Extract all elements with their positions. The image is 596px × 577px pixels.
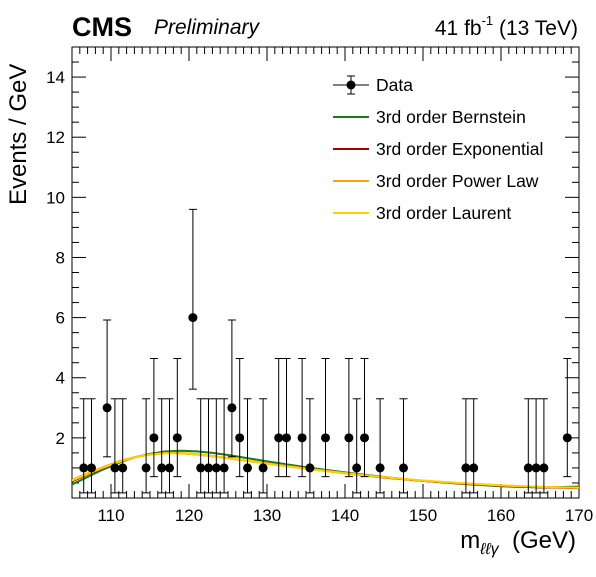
experiment-label: CMS <box>72 12 132 42</box>
fit-curve-4 <box>72 452 579 489</box>
data-point <box>204 463 213 473</box>
data-point <box>211 463 221 473</box>
data-point <box>165 463 174 473</box>
x-axis-label-unit: (GeV) <box>511 527 576 554</box>
status-label: Preliminary <box>154 16 260 39</box>
x-tick-label: 130 <box>253 506 281 525</box>
data-point <box>344 433 354 443</box>
x-axis-label: mℓℓγ (GeV) <box>460 527 576 558</box>
legend-bernstein-label: 3rd order Bernstein <box>376 107 526 127</box>
lumi-exponent: -1 <box>481 13 494 28</box>
y-tick-label: 14 <box>46 68 65 87</box>
data-point <box>469 463 479 473</box>
data-point <box>110 463 120 473</box>
data-point <box>227 403 237 413</box>
y-tick-label: 12 <box>46 128 65 147</box>
data-point <box>219 463 229 473</box>
data-point <box>102 403 112 413</box>
data-point <box>360 433 369 443</box>
energy-value: (13 TeV) <box>499 17 578 40</box>
legend-data-label: Data <box>376 75 413 95</box>
data-point <box>461 463 471 473</box>
x-tick-label: 160 <box>487 506 515 525</box>
data-point <box>243 463 252 473</box>
y-tick-label: 6 <box>56 309 65 328</box>
data-point <box>375 463 385 473</box>
data-point <box>196 463 206 473</box>
data-point <box>562 433 572 443</box>
legend-powerlaw-label: 3rd order Power Law <box>376 171 539 191</box>
y-tick-label: 10 <box>46 188 65 207</box>
x-tick-label: 170 <box>565 506 593 525</box>
legend-data-marker <box>346 80 356 90</box>
data-point <box>258 463 268 473</box>
data-point <box>188 313 198 323</box>
data-point <box>235 433 245 443</box>
data-point <box>523 463 533 473</box>
data-point <box>274 433 284 443</box>
data-point <box>282 433 291 443</box>
data-point <box>531 463 541 473</box>
data-point <box>352 463 362 473</box>
data-point <box>297 433 307 443</box>
data-point <box>539 463 549 473</box>
data-point <box>79 463 89 473</box>
x-tick-label: 110 <box>97 506 124 525</box>
y-tick-label: 8 <box>56 248 65 267</box>
x-tick-label: 120 <box>175 506 203 525</box>
x-axis-label-subscript: ℓℓγ <box>480 541 499 558</box>
y-tick-label: 2 <box>56 429 65 448</box>
y-tick-label: 4 <box>56 369 65 388</box>
x-tick-label: 140 <box>331 506 359 525</box>
lumi-value: 41 fb <box>434 17 482 40</box>
data-point <box>172 433 182 443</box>
data-point <box>321 433 330 443</box>
data-point <box>149 433 159 443</box>
data-point <box>157 463 167 473</box>
x-axis-label-base: m <box>460 527 481 554</box>
legend-exponential-label: 3rd order Exponential <box>376 139 543 159</box>
x-tick-label: 150 <box>409 506 437 525</box>
data-point <box>141 463 151 473</box>
data-point <box>399 463 408 473</box>
data-point <box>305 463 315 473</box>
legend-laurent-label: 3rd order Laurent <box>376 203 511 223</box>
data-point <box>118 463 128 473</box>
y-axis-label: Events / GeV <box>5 63 32 205</box>
luminosity-label: 41 fb-1 (13 TeV) <box>434 13 578 41</box>
data-point <box>87 463 96 473</box>
